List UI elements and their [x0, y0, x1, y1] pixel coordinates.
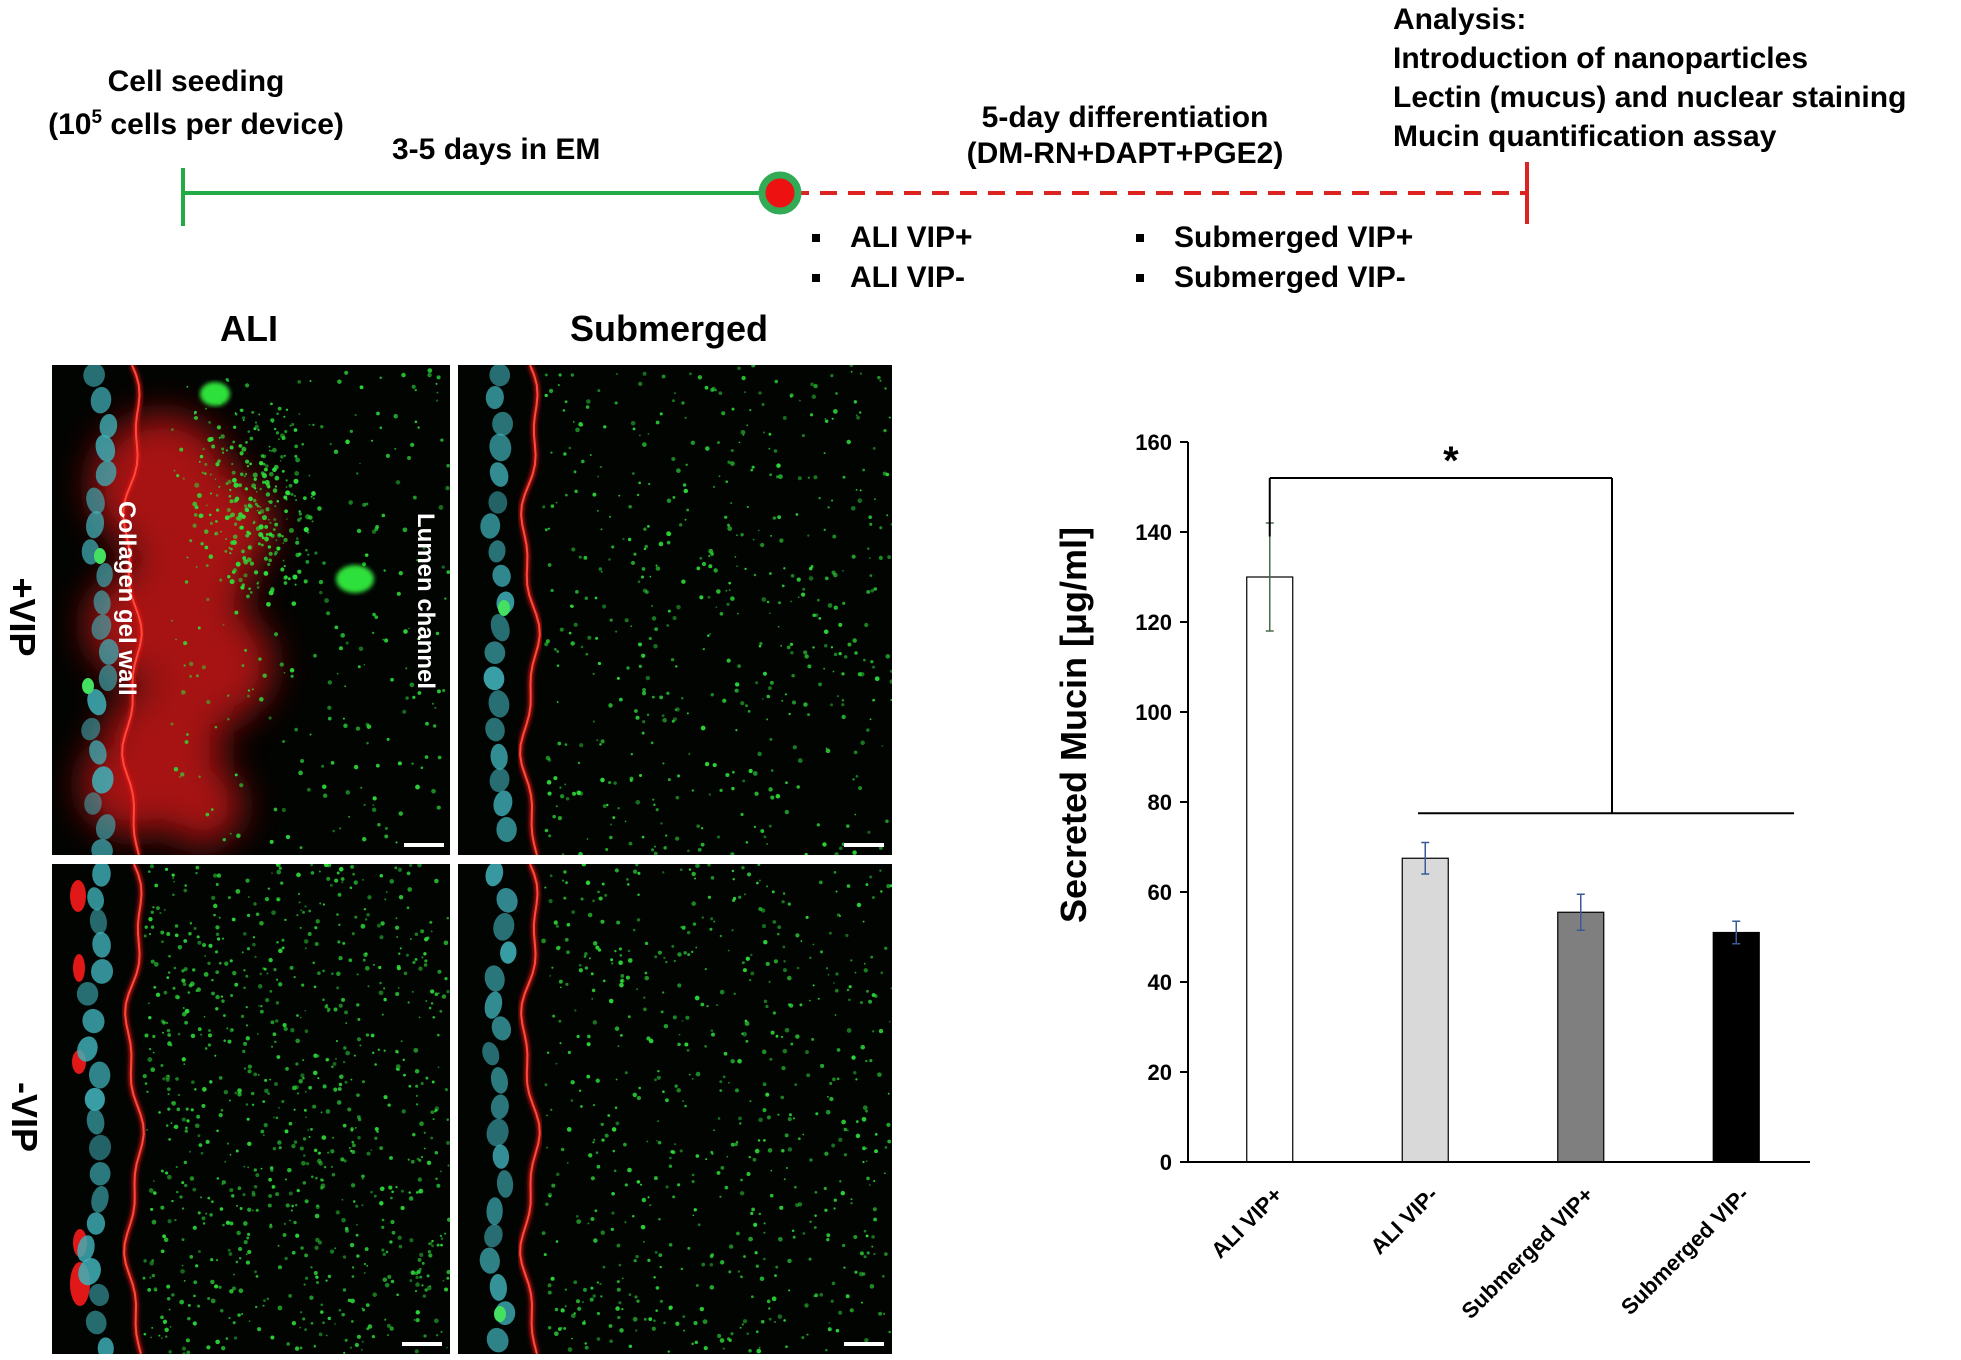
conditions-left-list: ALI VIP+ ALI VIP-	[812, 218, 973, 298]
x-tick-label: Submerged VIP-	[1616, 1182, 1754, 1320]
cell-seeding-pre: (10	[48, 108, 92, 141]
y-tick-label: 20	[1148, 1060, 1172, 1085]
micrograph-image	[458, 864, 892, 1354]
differentiation-line2: (DM-RN+DAPT+PGE2)	[966, 137, 1284, 170]
bullet-icon	[1136, 234, 1144, 242]
condition-label: ALI VIP-	[850, 261, 966, 294]
timeline-graphic	[181, 162, 1529, 226]
cell-seeding-label: Cell seeding (105 cells per device)	[36, 64, 356, 143]
scale-bar	[402, 1342, 442, 1346]
analysis-line-3: Mucin quantification assay	[1393, 120, 1777, 153]
y-tick-label: 40	[1148, 970, 1172, 995]
row-header-minus-vip: -VIP	[4, 1081, 45, 1152]
scale-bar	[844, 843, 884, 847]
condition-label: Submerged VIP-	[1174, 261, 1406, 294]
analysis-line-0: Analysis:	[1393, 3, 1527, 36]
micrograph-image	[52, 864, 450, 1354]
scale-bar	[404, 843, 444, 847]
x-tick-label: Submerged VIP+	[1457, 1182, 1599, 1324]
timeline-node	[758, 171, 802, 215]
cell-seeding-post: cells per device)	[102, 108, 344, 141]
bullet-icon	[1136, 274, 1144, 282]
condition-item: ALI VIP+	[812, 218, 973, 258]
cell-seeding-exponent: 5	[91, 107, 103, 128]
bar	[1557, 911, 1605, 1163]
collagen-gel-wall-label: Collagen gel wall	[113, 501, 140, 696]
x-tick-label: ALI VIP-	[1365, 1182, 1442, 1259]
cell-seeding-line2: (105 cells per device)	[36, 100, 356, 143]
bar	[1712, 931, 1760, 1163]
bar	[1246, 576, 1294, 1163]
condition-item: Submerged VIP-	[1136, 258, 1413, 298]
micrograph-ali-plus-vip: Collagen gel wall Lumen channel	[52, 365, 450, 855]
micrograph-ali-minus-vip	[52, 864, 450, 1354]
mucin-bar-chart: 0 20 40 60 80 100 120 140 160 * ALI VIP+ ALI VIP-…	[1053, 430, 1810, 1324]
x-axis-labels: ALI VIP+ ALI VIP- Submerged VIP+ Submerged …	[1206, 1182, 1754, 1324]
condition-item: ALI VIP-	[812, 258, 973, 298]
micrograph-image	[458, 365, 892, 855]
y-tick-label: 100	[1135, 700, 1172, 725]
x-tick-label: ALI VIP+	[1206, 1182, 1287, 1263]
bars	[1246, 576, 1760, 1163]
scale-bar	[844, 1342, 884, 1346]
lumen-channel-label: Lumen channel	[412, 513, 439, 690]
y-tick-label: 160	[1135, 430, 1172, 455]
y-tick-label: 60	[1148, 880, 1172, 905]
analysis-line-1: Introduction of nanoparticles	[1393, 42, 1809, 75]
y-tick-label: 140	[1135, 520, 1172, 545]
bullet-icon	[812, 274, 820, 282]
analysis-line-2: Lectin (mucus) and nuclear staining	[1393, 81, 1907, 114]
condition-label: Submerged VIP+	[1174, 221, 1414, 254]
condition-item: Submerged VIP+	[1136, 218, 1413, 258]
conditions-right-list: Submerged VIP+ Submerged VIP-	[1136, 218, 1413, 298]
y-tick-label: 0	[1160, 1150, 1172, 1175]
differentiation-label: 5-day differentiation (DM-RN+DAPT+PGE2)	[940, 100, 1310, 172]
y-tick-label: 120	[1135, 610, 1172, 635]
micrograph-submerged-minus-vip	[458, 864, 892, 1354]
em-duration-label: 3-5 days in EM	[392, 133, 601, 166]
error-bars	[1265, 522, 1741, 945]
analysis-label: Analysis: Introduction of nanoparticles …	[1393, 0, 1906, 156]
bullet-icon	[812, 234, 820, 242]
significance-asterisk: *	[1443, 439, 1459, 483]
micrograph-submerged-plus-vip	[458, 365, 892, 855]
differentiation-line1: 5-day differentiation	[981, 101, 1269, 134]
micrograph-image	[52, 365, 450, 855]
significance-bracket: *	[1268, 439, 1794, 815]
y-tick-label: 80	[1148, 790, 1172, 815]
y-axis-label: Secreted Mucin [μg/ml]	[1053, 527, 1094, 923]
column-header-submerged: Submerged	[570, 308, 769, 349]
condition-label: ALI VIP+	[850, 221, 973, 254]
bar	[1401, 857, 1449, 1163]
row-header-plus-vip: +VIP	[2, 577, 43, 657]
column-header-ali: ALI	[220, 308, 278, 349]
y-axis-ticks: 0 20 40 60 80 100 120 140 160	[1135, 430, 1188, 1175]
cell-seeding-line1: Cell seeding	[107, 65, 285, 98]
